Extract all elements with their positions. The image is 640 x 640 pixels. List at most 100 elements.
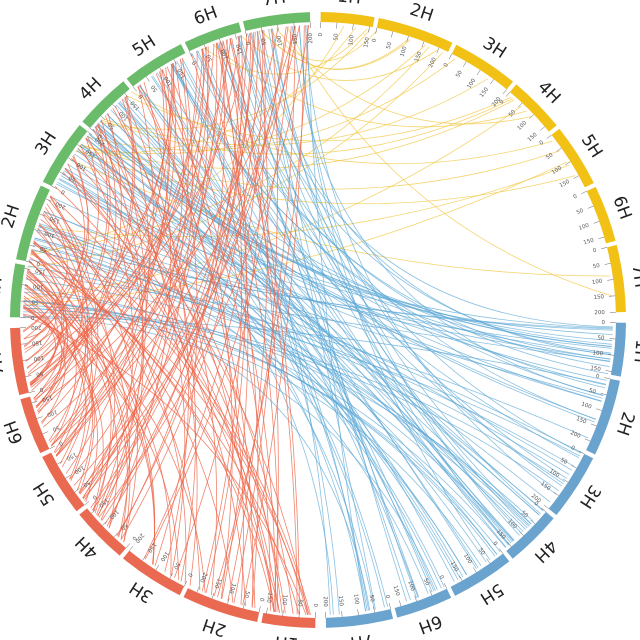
tick-mark [502,89,507,95]
tick-label: 150 [593,294,604,301]
synteny-link-red-green [29,249,65,386]
synteny-link-yellow-green [70,159,610,277]
tick-mark [65,474,71,479]
tick-label: 200 [198,571,208,583]
tick-mark [587,205,594,209]
tick-mark [124,93,129,98]
tick-mark [277,24,279,31]
tick-label: 50 [508,109,518,119]
tick-mark [607,279,614,281]
chromosome-label-blue-4h: 4H [530,535,561,566]
tick-label: 0 [312,603,318,607]
synteny-link-red-green [33,241,310,615]
tick-mark [472,567,477,573]
tick-label: 0 [258,597,265,602]
synteny-link-yellow-green [203,28,368,75]
tick-mark [604,263,611,265]
synteny-link-blue-green [151,76,370,611]
tick-label: 200 [569,430,581,440]
tick-mark [155,564,160,571]
tick-label: 50 [576,208,585,216]
tick-label: 200 [491,96,503,108]
chromosome-label-red-1h: 1H [274,631,299,640]
synteny-link-blue-green [79,145,513,543]
tick-mark [25,375,32,377]
tick-mark [57,461,63,465]
chromosome-label-blue-3h: 3H [575,481,605,512]
tick-label: 150 [583,238,595,247]
tick-mark [463,61,467,67]
tick-mark [436,47,440,54]
synteny-link-red-green [69,43,218,480]
tick-mark [499,548,504,554]
synteny-link-red-green [48,199,138,543]
synteny-link-blue-green [191,53,610,367]
tick-label: 100 [163,75,174,88]
tick-label: 150 [559,179,572,190]
tick-label: 50 [35,370,44,377]
synteny-link-yellow-green [80,144,560,190]
chromosome-yellow-1h [320,12,375,28]
tick-mark [553,491,559,496]
synteny-link-blue-green [117,102,455,582]
tick-label: 0 [36,260,41,267]
tick-label: 0 [539,139,546,146]
synteny-link-blue-green [229,38,522,534]
tick-mark [266,607,268,614]
synteny-link-blue-green [176,60,564,485]
tick-label: 0 [191,59,198,65]
chromosome-label-yellow-1h: 1H [337,0,362,9]
tick-label: 50 [597,335,605,341]
chromosome-yellow-5h [551,128,594,188]
synteny-link-red-green [30,46,207,387]
chromosome-green-1h [10,263,26,318]
synteny-link-red-green [101,32,252,521]
tick-label: 50 [118,522,128,532]
synteny-link-yellow-green [38,164,570,238]
tick-mark [571,465,577,469]
tick-label: 150 [236,43,245,55]
tick-label: 100 [159,550,170,562]
tick-mark [36,416,43,419]
synteny-link-blue-green [195,51,609,375]
synteny-link-red-green [222,40,298,615]
synteny-link-blue-green [291,26,604,397]
tick-mark [598,236,605,239]
tick-mark [562,478,569,483]
tick-label: 150 [265,592,273,604]
synteny-link-blue-green [125,95,479,568]
chromosome-label-blue-2h: 2H [612,409,638,438]
chromosome-label-yellow-5h: 5H [577,131,607,162]
tick-label: 50 [422,578,430,587]
chromosome-red-7h [10,327,29,396]
tick-mark [59,171,65,175]
synteny-link-red-green [205,39,247,593]
chromosome-red-5h [42,452,85,512]
tick-label: 150 [65,451,78,462]
synteny-link-red-green [24,63,174,353]
tick-mark [219,38,222,45]
tick-label: 0 [318,32,324,36]
chromosome-blue-1h [610,322,626,377]
tick-mark [211,592,215,599]
tick-label: 50 [296,599,302,607]
synteny-link-red-green [25,63,173,362]
synteny-link-red-green [37,227,86,453]
tick-mark [543,504,549,509]
tick-label: 100 [348,34,355,46]
tick-label: 50 [172,561,181,570]
tick-label: 50 [333,33,339,41]
tick-mark [29,244,36,247]
synteny-link-blue-green [118,102,611,360]
chromosome-label-green-3h: 3H [31,128,61,159]
synteny-link-red-green [137,86,254,608]
tick-label: 100 [462,553,473,566]
tick-mark [593,221,600,224]
tick-mark [601,247,608,250]
tick-label: 100 [516,120,528,132]
chromosome-label-green-4h: 4H [75,74,106,105]
synteny-link-yellow-green [102,78,489,146]
tick-label: 200 [54,200,66,210]
tick-label: 0 [372,38,379,43]
synteny-link-red-green [54,48,204,454]
